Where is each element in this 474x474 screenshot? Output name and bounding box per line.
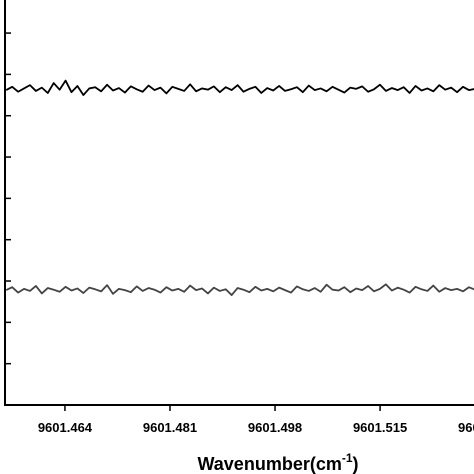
x-tick-label: 9601.481	[143, 420, 197, 435]
x-label-text: Wavenumber(cm	[197, 454, 341, 474]
x-label-superscript: -1	[342, 451, 353, 465]
x-label-close: )	[353, 454, 359, 474]
x-tick-label: 9601.464	[38, 420, 93, 435]
line-series	[5, 283, 474, 296]
x-tick-label: 9601.515	[353, 420, 407, 435]
x-tick-label: 9601.498	[248, 420, 302, 435]
x-axis-label: Wavenumber(cm-1)	[197, 451, 358, 474]
line-series	[5, 79, 474, 96]
x-tick-label: 9601.532	[458, 420, 474, 435]
